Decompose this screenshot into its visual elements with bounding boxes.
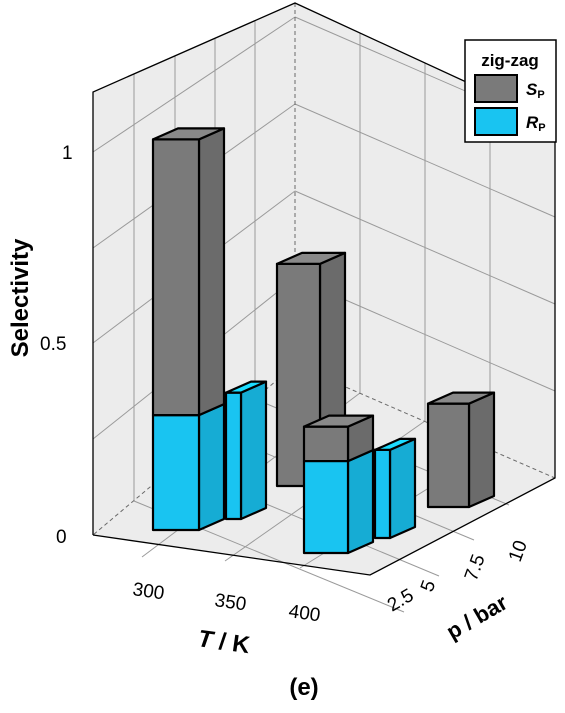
x-tick-labels: 300 350 400 [131, 579, 321, 626]
y-tick-label: 5 [417, 578, 440, 595]
legend-swatch-sp [474, 74, 518, 103]
bar-stack [373, 437, 417, 540]
bar-rp-side [388, 437, 417, 540]
bar-sp-front [426, 402, 471, 509]
bar-sp-front [151, 138, 201, 417]
x-tick-label: 300 [131, 579, 165, 604]
y-axis-title: p / bar [442, 589, 512, 644]
legend: zig-zag SP RP [464, 39, 557, 143]
bar-sp-side [197, 127, 226, 417]
figure-caption: (e) [289, 674, 318, 701]
z-axis-title: Selectivity [7, 238, 34, 357]
bar-rp-top [373, 437, 417, 452]
bar-rp-top [224, 380, 268, 394]
y-tick-label: 7.5 [461, 552, 490, 584]
z-tick-labels: 0 0.5 1 [40, 143, 73, 548]
bar-rp-side [239, 380, 268, 521]
bar-rp-front [302, 459, 350, 555]
x-axis-title: T / K [196, 625, 252, 659]
bar-rp-front [224, 391, 243, 521]
legend-swatch-rp [474, 107, 518, 136]
bar-stack [151, 127, 226, 532]
bars-layer [151, 127, 496, 555]
bar-sp-top [275, 251, 347, 265]
bar-stack [224, 380, 268, 521]
y-tick-label: 10 [505, 538, 532, 565]
x-tick-label: 350 [213, 590, 247, 615]
legend-label-rp: RP [526, 113, 546, 134]
legend-label-sp: SP [526, 80, 545, 101]
bar-rp-side [346, 448, 375, 555]
z-tick-label: 0.5 [40, 334, 66, 355]
bar-rp-front [373, 448, 392, 540]
y-tick-label: 2.5 [384, 585, 417, 616]
legend-title: zig-zag [481, 51, 539, 70]
z-tick-label: 1 [62, 143, 73, 164]
x-tick-label: 400 [287, 601, 321, 626]
z-tick-label: 0 [56, 527, 67, 548]
bar-rp-front [151, 414, 201, 532]
bar-sp-top [151, 127, 226, 141]
bar-rp-side [197, 403, 226, 532]
bar-sp-side [467, 391, 496, 509]
bar-sp-top [426, 391, 496, 405]
bar-sp-front [302, 425, 350, 463]
bar-sp-top [302, 414, 375, 428]
bar-stack [426, 391, 496, 509]
bar-stack [302, 414, 375, 555]
